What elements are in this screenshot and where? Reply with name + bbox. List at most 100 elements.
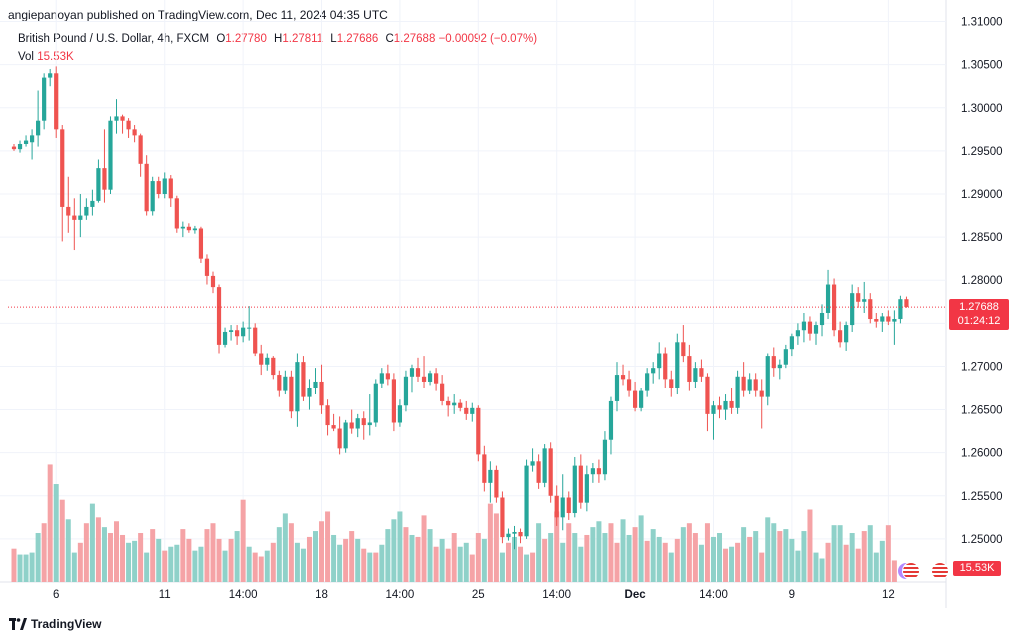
volume-bar [855,548,861,582]
candle-body [156,181,161,194]
volume-bar [674,538,680,582]
close-value: 1.27688 [393,33,436,45]
volume-bar [511,536,517,582]
volume-bar [83,523,89,582]
candle-body [596,468,602,475]
volume-tag: 15.53K [953,561,1001,576]
volume-bar [258,556,264,582]
candle-body [313,381,318,388]
price-tick-label: 1.27000 [961,361,1003,373]
volume-bar [849,533,855,582]
volume-bar [487,503,493,582]
candle-body [789,336,794,350]
candle-body [524,465,529,537]
volume-bar [801,531,807,582]
volume-bar [662,542,668,582]
candle-body [222,331,228,345]
candle-body [174,198,179,229]
candle-body [458,402,463,408]
candle-body [355,418,360,429]
volume-bar [41,523,47,582]
candle-body [735,376,740,408]
volume-bar [795,550,801,582]
volume-bar [626,534,632,582]
candle-body [72,215,77,220]
candle-body [759,390,764,397]
candle-body [253,327,258,354]
volume-bar [114,521,120,582]
volume-bar [421,515,427,582]
volume-bar [469,554,475,582]
volume-bar [717,533,723,582]
volume-bar [445,548,451,582]
footer-brand[interactable]: TradingView [9,617,101,631]
candle-body [228,330,234,332]
candle-body [440,383,445,401]
volume-bar [493,513,499,582]
candle-body [614,375,620,401]
candle-body [560,497,565,518]
symbol-name[interactable]: British Pound / U.S. Dollar, 4h, FXCM [18,33,210,45]
us-flag-icon[interactable] [931,562,949,580]
volume-bar [602,533,608,582]
candle-body [331,425,336,429]
candle-body [838,330,843,343]
candle-body [277,375,282,391]
volume-bar [132,540,138,582]
volume-bar [391,519,397,582]
candle-body [657,353,662,369]
volume-bar [819,558,825,582]
volume-bar [409,534,415,582]
volume-bar [753,531,759,582]
volume-bar [95,517,101,582]
volume-bar [608,523,614,582]
volume-bar [891,560,897,582]
candle-body [578,465,583,503]
volume-bar [397,511,403,582]
candle-body [765,356,770,397]
open-key: O [216,33,226,45]
volume-bar [704,523,710,582]
tradingview-logo-icon [9,618,27,630]
symbol-legend: British Pound / U.S. Dollar, 4h, FXCM O 1… [18,33,537,45]
volume-bar [789,538,795,582]
volume-bar [578,546,584,582]
volume-bar [644,540,650,582]
volume-bar [101,527,107,582]
candle-body [819,312,825,326]
volume-bar [451,533,457,582]
candle-body [337,428,342,449]
candle-body [705,376,710,414]
candle-body [530,461,535,466]
volume-bar [300,548,306,582]
volume-bar [246,546,252,582]
candle-body [898,299,903,320]
last-price-tag: 1.27688 01:24:12 [949,299,1009,330]
candle-body [488,469,493,483]
volume-bar [692,533,698,582]
candle-body [518,531,523,537]
candle-body [506,533,511,538]
volume-bar [596,521,602,582]
close-key: C [385,33,394,45]
candle-body [198,228,204,259]
candle-body [566,497,571,514]
volume-label[interactable]: Vol [18,51,34,63]
candle-body [729,400,734,408]
volume-bar [518,546,524,582]
high-value: 1.27811 [282,33,324,45]
candle-body [620,375,626,380]
price-tick-label: 1.28000 [961,275,1003,287]
volume-bar [650,529,656,582]
candle-body [54,73,59,130]
volume-bar [759,552,765,582]
candle-body [807,321,813,334]
time-tick-label: 14:00 [699,589,728,601]
candle-body [747,379,752,391]
candle-body [476,407,481,455]
time-tick-label: 14:00 [386,589,415,601]
volume-bar [560,542,566,582]
time-tick-label: 14:00 [542,589,571,601]
us-flag-icon[interactable] [902,562,920,580]
